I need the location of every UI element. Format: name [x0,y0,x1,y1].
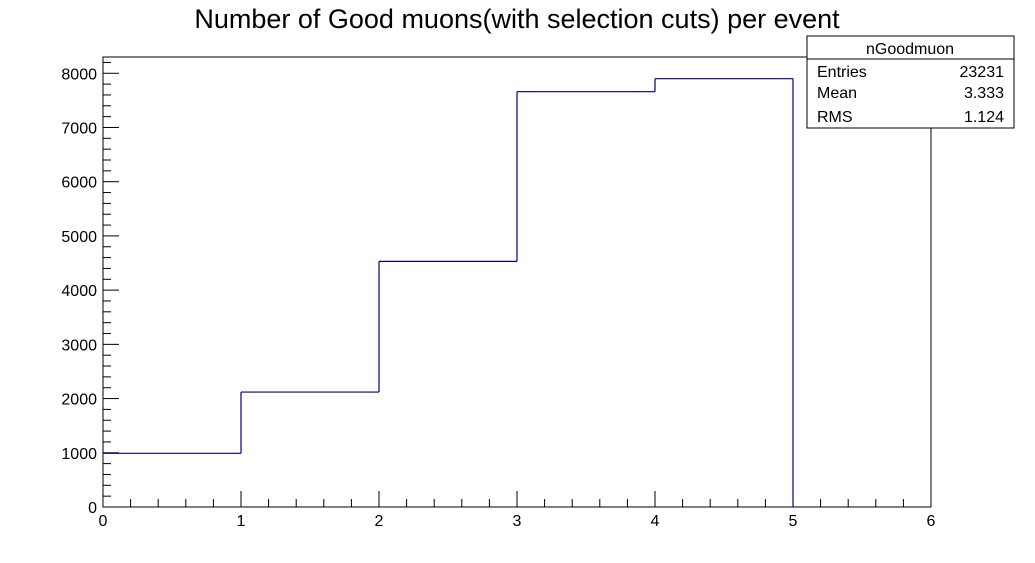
y-tick-label: 0 [88,500,97,517]
y-axis: 0 1000 2000 3000 4000 5000 6000 7000 8000 [61,61,119,517]
x-tick-label: 3 [513,513,522,530]
x-tick-label: 1 [237,513,246,530]
stats-rms-label: RMS [817,109,853,126]
y-tick-label: 5000 [61,229,97,246]
y-tick-label: 3000 [61,337,97,354]
x-tick-label: 2 [375,513,384,530]
stats-entries-value: 23231 [960,64,1005,81]
stats-mean-value: 3.333 [964,85,1004,102]
x-tick-label: 4 [651,513,660,530]
stats-mean-label: Mean [817,85,857,102]
stats-entries-label: Entries [817,64,867,81]
y-tick-label: 4000 [61,283,97,300]
y-tick-label: 2000 [61,392,97,409]
chart-title: Number of Good muons(with selection cuts… [194,4,840,34]
stats-box-frame [806,35,1015,129]
histogram-series [103,78,794,507]
y-tick-label: 6000 [61,175,97,192]
stats-box: nGoodmuon Entries 23231 Mean 3.333 RMS 1… [806,35,1015,129]
y-tick-label: 1000 [61,446,97,463]
y-tick-label: 8000 [61,66,97,83]
x-tick-label: 5 [789,513,798,530]
stats-box-name: nGoodmuon [866,41,954,58]
x-tick-label: 6 [927,513,936,530]
x-tick-label: 0 [99,513,108,530]
stats-rms-value: 1.124 [964,109,1004,126]
x-axis: 0 1 2 3 4 5 6 [99,491,936,530]
y-tick-label: 7000 [61,120,97,137]
